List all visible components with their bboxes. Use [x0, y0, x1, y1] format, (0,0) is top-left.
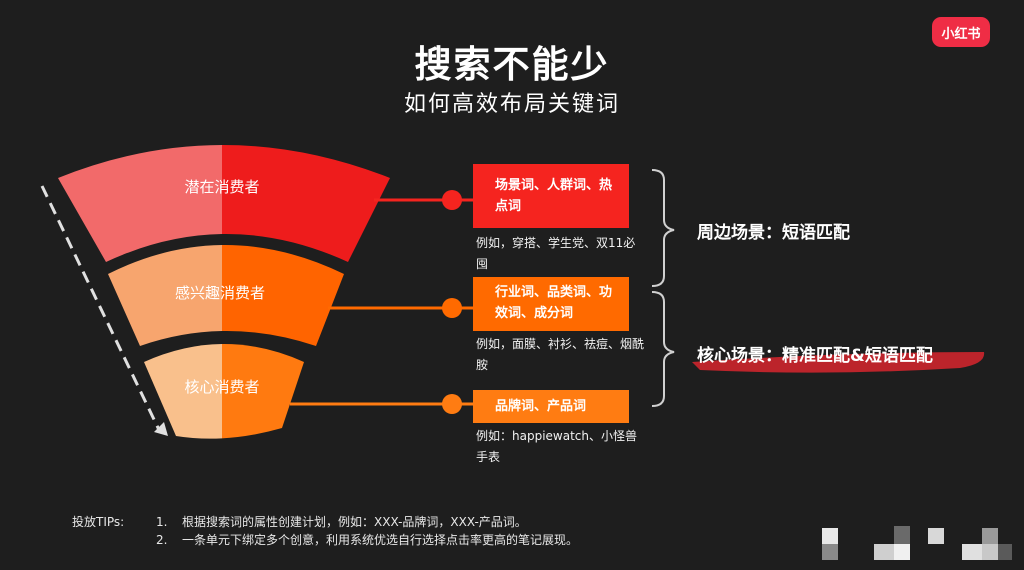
tips-text: 根据搜索词的属性创建计划，例如：XXX-品牌词，XXX-产品词。	[182, 515, 527, 529]
keyword-example-scene: 例如，穿搭、学生党、双11必囤	[476, 236, 636, 271]
page-title: 搜索不能少	[414, 43, 610, 86]
scene-core: 核心场景：精准匹配&短语匹配	[697, 346, 933, 366]
page-subtitle: 如何高效布局关键词	[403, 92, 620, 117]
funnel-label-interested: 感兴趣消费者	[175, 284, 265, 302]
tips-label: 投放TIPs:	[72, 515, 125, 529]
connector-3	[290, 394, 473, 414]
tips-number: 1.	[156, 515, 168, 529]
funnel-layer-potential	[58, 145, 390, 262]
tips-text: 一条单元下绑定多个创意，利用系统优选自行选择点击率更高的笔记展现。	[182, 533, 579, 547]
funnel-direction-arrow	[40, 185, 168, 436]
keyword-box-brand: 品牌词、产品词	[473, 390, 629, 423]
funnel-layer-core	[144, 344, 304, 439]
scene-peripheral: 周边场景：短语匹配	[697, 223, 850, 243]
keyword-example-brand: 例如：happiewatch、小怪兽手表	[476, 429, 637, 464]
brace-lower	[651, 291, 675, 407]
tips-line-1: 投放TIPs: 1. 根据搜索词的属性创建计划，例如：XXX-品牌词，XXX-产品词…	[72, 513, 527, 530]
keyword-box-industry: 行业词、品类词、功效词、成分词	[473, 277, 629, 331]
connector-2	[328, 298, 473, 318]
highlight-underline	[692, 352, 985, 373]
connector-1	[374, 190, 473, 210]
tips-number: 2.	[156, 533, 168, 547]
funnel-layer-interested	[108, 245, 344, 346]
funnel-label-potential: 潜在消费者	[184, 178, 259, 196]
keyword-example-industry: 例如，面膜、衬衫、祛痘、烟酰胺	[476, 337, 645, 372]
xiaohongshu-logo: 小红书	[932, 17, 990, 47]
tips-line-2: 2. 一条单元下绑定多个创意，利用系统优选自行选择点击率更高的笔记展现。	[72, 531, 578, 548]
funnel-label-core: 核心消费者	[184, 378, 259, 396]
brace-upper	[651, 169, 675, 287]
keyword-box-scene: 场景词、人群词、热点词	[473, 164, 629, 228]
